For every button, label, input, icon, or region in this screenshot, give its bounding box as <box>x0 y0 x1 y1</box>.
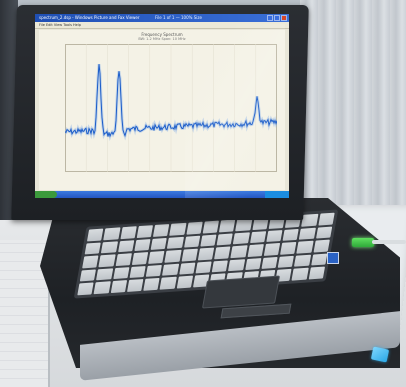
keyboard-key <box>131 252 149 265</box>
keyboard-key <box>296 240 314 254</box>
keyboard-key <box>181 248 198 262</box>
keyboard-key <box>150 237 168 251</box>
keyboard-key <box>79 269 97 282</box>
keyboard-key <box>219 219 236 233</box>
keyboard-key <box>244 257 262 271</box>
keyboard-key <box>183 235 201 248</box>
keyboard-key <box>143 278 160 291</box>
keyboard-key <box>195 261 212 274</box>
keyboard-key <box>120 226 137 239</box>
keyboard-key <box>136 225 154 238</box>
keyboard-key <box>145 264 163 278</box>
window-status: File 1 of 1 — 100% Size <box>155 15 202 20</box>
keyboard-key <box>77 282 94 296</box>
keyboard-key <box>110 280 127 294</box>
maximize-icon[interactable] <box>274 15 280 21</box>
keyboard-key <box>164 249 182 263</box>
keyboard-key <box>310 253 328 266</box>
keyboard-key <box>96 268 113 281</box>
plot-gridlines <box>85 44 257 172</box>
keyboard-key <box>233 231 250 245</box>
keyboard-key <box>282 228 300 242</box>
menu-items[interactable]: File Edit View Tools Help <box>39 23 81 27</box>
window-title: spectrum_2.dsp - Windows Picture and Fax… <box>39 15 140 20</box>
keyboard-key <box>214 246 231 260</box>
keyboard-key <box>169 222 187 236</box>
system-tray <box>265 191 289 198</box>
keyboard-key <box>115 253 132 266</box>
keyboard-key <box>299 227 316 240</box>
laptop-screen: spectrum_2.dsp - Windows Picture and Fax… <box>35 14 289 198</box>
keyboard-key <box>84 242 102 255</box>
touchpad <box>201 275 281 309</box>
keyboard-key <box>93 281 111 295</box>
usb-device-led <box>352 238 374 247</box>
window-titlebar[interactable]: spectrum_2.dsp - Windows Picture and Fax… <box>35 14 289 22</box>
keyboard-key <box>308 266 325 280</box>
spectrum-trace-svg <box>65 44 277 172</box>
keyboard-key <box>313 239 330 253</box>
keyboard-key <box>216 233 234 246</box>
spectrum-trace <box>65 64 277 138</box>
keyboard-key <box>235 218 253 231</box>
minimize-icon[interactable] <box>267 15 273 21</box>
keyboard-key <box>178 262 196 275</box>
keyboard-key <box>153 223 170 237</box>
keyboard-key <box>261 256 278 270</box>
keyboard-key <box>103 227 121 240</box>
keyboard-key <box>98 254 116 268</box>
keyboard-key <box>266 229 283 243</box>
plot-subtitle: BW: 1.2 MHz Span: 10 MHz <box>138 37 186 41</box>
keyboard-key <box>134 238 151 252</box>
keyboard-key <box>291 268 309 281</box>
intel-sticker <box>327 252 339 264</box>
keyboard-key <box>294 254 311 268</box>
keyboard-key <box>249 230 267 244</box>
keyboard-key <box>318 212 335 226</box>
keyboard-key <box>202 220 220 234</box>
keyboard-key <box>112 266 130 280</box>
curtain <box>300 0 406 230</box>
keyboard-key <box>82 255 99 269</box>
keyboard-key <box>277 255 295 269</box>
close-icon[interactable] <box>281 15 287 21</box>
keyboard-key <box>301 213 319 227</box>
keyboard-key <box>162 263 179 277</box>
window-controls <box>267 15 287 21</box>
keyboard-key <box>159 277 177 290</box>
keyboard-key <box>228 259 245 272</box>
keyboard-key <box>101 240 118 254</box>
windows-taskbar <box>35 191 289 198</box>
keyboard-key <box>247 244 264 257</box>
keyboard-key <box>230 245 248 259</box>
keyboard-key <box>129 265 146 279</box>
plot-title: Frequency Spectrum <box>141 32 183 37</box>
keyboard-key <box>315 226 333 239</box>
keyboard-key <box>176 275 193 289</box>
spectrum-plot-area: Frequency Spectrum BW: 1.2 MHz Span: 10 … <box>39 30 285 190</box>
keyboard-key <box>117 239 135 253</box>
keyboard-key <box>87 228 104 242</box>
keyboard-key <box>148 251 165 264</box>
keyboard-key <box>280 242 297 255</box>
keyboard-key <box>126 279 144 292</box>
keyboard-key <box>200 234 217 247</box>
keyboard-key <box>197 247 215 261</box>
usb-cable <box>372 240 406 244</box>
keyboard-key <box>263 243 281 256</box>
keyboard-key <box>186 221 203 235</box>
menu-bar[interactable]: File Edit View Tools Help <box>35 22 289 29</box>
keyboard-key <box>167 236 184 249</box>
start-button[interactable] <box>35 191 57 198</box>
keyboard-key <box>211 260 229 273</box>
